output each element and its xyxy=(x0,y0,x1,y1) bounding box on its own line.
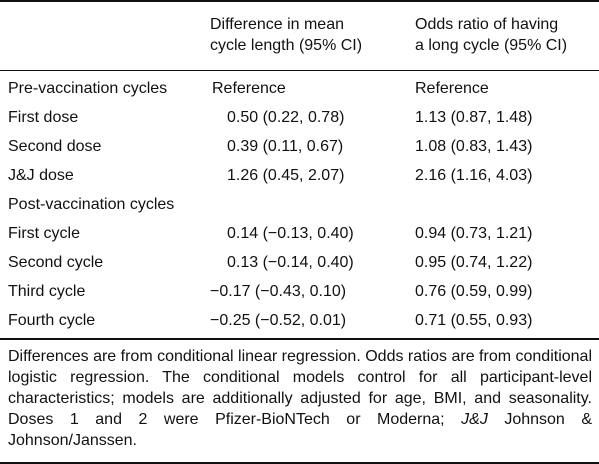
header-difference-in-mean: Difference in mean cycle length (95% CI) xyxy=(210,14,410,56)
header-col1-line2: cycle length (95% CI) xyxy=(210,37,363,54)
row-difference: 0.50 (0.22, 0.78) xyxy=(227,109,345,126)
table-row: Fourth cycle −0.25 (−0.52, 0.01) 0.71 (0… xyxy=(0,306,599,335)
row-difference: 0.13 (−0.14, 0.40) xyxy=(227,254,354,271)
row-odds: 1.08 (0.83, 1.43) xyxy=(415,138,533,155)
row-odds: 2.16 (1.16, 4.03) xyxy=(415,167,533,184)
table-row: Second dose 0.39 (0.11, 0.67) 1.08 (0.83… xyxy=(0,132,599,161)
table-bottom-rule xyxy=(0,338,599,340)
row-label: Pre-vaccination cycles xyxy=(8,80,168,97)
row-odds: 0.76 (0.59, 0.99) xyxy=(415,283,533,300)
row-odds: 0.95 (0.74, 1.22) xyxy=(415,254,533,271)
row-difference: −0.17 (−0.43, 0.10) xyxy=(210,283,347,300)
row-label: Second cycle xyxy=(8,254,104,271)
header-col2-line2: a long cycle (95% CI) xyxy=(415,37,568,54)
table-row: Second cycle 0.13 (−0.14, 0.40) 0.95 (0.… xyxy=(0,248,599,277)
table-top-rule xyxy=(0,0,599,2)
row-difference: −0.25 (−0.52, 0.01) xyxy=(210,312,347,329)
footnote-abbreviation: J&J xyxy=(461,411,488,428)
table-footnote: Differences are from conditional linear … xyxy=(8,346,592,451)
row-odds: 0.94 (0.73, 1.21) xyxy=(415,225,533,242)
row-difference: 0.39 (0.11, 0.67) xyxy=(227,138,344,155)
table-row: Pre-vaccination cycles Reference Referen… xyxy=(0,74,599,103)
row-label: Third cycle xyxy=(8,283,86,300)
row-difference: 1.26 (0.45, 2.07) xyxy=(227,167,345,184)
row-odds: Reference xyxy=(415,80,489,97)
row-label: Post-vaccination cycles xyxy=(8,196,175,213)
row-difference: Reference xyxy=(212,80,286,97)
table-row: First dose 0.50 (0.22, 0.78) 1.13 (0.87,… xyxy=(0,103,599,132)
table-row: First cycle 0.14 (−0.13, 0.40) 0.94 (0.7… xyxy=(0,219,599,248)
row-label: J&J dose xyxy=(8,167,74,184)
header-col1-line1: Difference in mean xyxy=(210,16,344,33)
row-odds: 0.71 (0.55, 0.93) xyxy=(415,312,533,329)
header-col2-line1: Odds ratio of having xyxy=(415,16,559,33)
header-odds-ratio: Odds ratio of having a long cycle (95% C… xyxy=(415,14,599,56)
row-label: First cycle xyxy=(8,225,80,242)
row-difference: 0.14 (−0.13, 0.40) xyxy=(227,225,354,242)
table-row: Post-vaccination cycles xyxy=(0,190,599,219)
table-row: Third cycle −0.17 (−0.43, 0.10) 0.76 (0.… xyxy=(0,277,599,306)
header-rule xyxy=(0,70,599,71)
footnote-bottom-rule xyxy=(0,462,599,464)
footnote-text: Differences are from conditional linear … xyxy=(8,348,592,428)
row-label: Second dose xyxy=(8,138,102,155)
row-label: First dose xyxy=(8,109,79,126)
table-row: J&J dose 1.26 (0.45, 2.07) 2.16 (1.16, 4… xyxy=(0,161,599,190)
footnote-abbreviation-expansion: Johnson & Johnson/Janssen. xyxy=(8,411,592,449)
row-label: Fourth cycle xyxy=(8,312,96,329)
row-odds: 1.13 (0.87, 1.48) xyxy=(415,109,533,126)
